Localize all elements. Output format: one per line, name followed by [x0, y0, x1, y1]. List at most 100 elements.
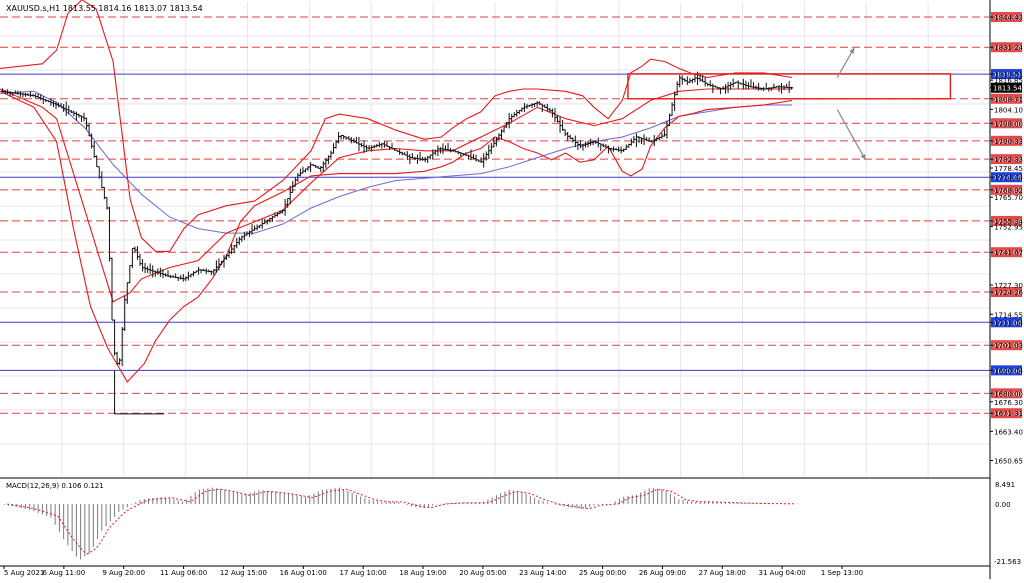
price-tick-label: 1714.55 — [994, 311, 1023, 319]
level-label-background — [991, 365, 1022, 376]
forecast-arrow-down — [836, 109, 867, 161]
level-label: 1774.44 — [993, 174, 1022, 182]
price-tick-label: 1701.03 — [994, 342, 1023, 350]
time-tick-label: 31 Aug 04:00 — [759, 569, 806, 577]
level-label-background — [991, 287, 1022, 298]
level-label-background — [991, 154, 1022, 165]
time-tick-label: 23 Aug 14:00 — [519, 569, 566, 577]
annotations — [627, 47, 952, 161]
price-tick-label: 1790.33 — [994, 138, 1023, 146]
price-tick-label: 1690.04 — [994, 367, 1023, 375]
time-tick-label: 18 Aug 19:00 — [399, 569, 446, 577]
price-tick-label: 1671.31 — [994, 410, 1023, 418]
level-label: 1711.04 — [993, 319, 1022, 327]
level-label: 1808.71 — [993, 96, 1022, 104]
price-tick-label: 1774.44 — [994, 174, 1023, 182]
level-label-background — [991, 135, 1022, 146]
macd-label: MACD(12,26,9) 0.106 0.121 — [6, 482, 104, 490]
price-tick-label: 1804.10 — [994, 106, 1023, 114]
time-tick-label: 16 Aug 01:00 — [280, 569, 327, 577]
horizontal-levels — [0, 16, 990, 414]
level-label: 1741.67 — [993, 249, 1022, 257]
level-label-background — [991, 184, 1022, 195]
price-tick-label: 1808.71 — [994, 96, 1023, 104]
price-tick-label: 1755.34 — [994, 218, 1023, 226]
level-label: 1755.34 — [993, 218, 1022, 226]
macd-scale-mid: 0.00 — [995, 501, 1011, 509]
time-tick-label: 5 Aug 2021 — [4, 569, 44, 577]
price-tick-label: 1819.51 — [994, 71, 1023, 79]
level-label-background — [991, 317, 1022, 328]
level-label: 1680.00 — [993, 390, 1022, 398]
price-tick-label: 1778.45 — [994, 165, 1023, 173]
current-price-background — [991, 82, 1022, 93]
level-label: 1782.33 — [993, 156, 1022, 164]
level-label-background — [991, 340, 1022, 351]
price-tick-label: 1831.24 — [994, 44, 1023, 52]
time-tick-label: 6 Aug 11:00 — [42, 569, 85, 577]
time-tick-label: 9 Aug 20:00 — [102, 569, 145, 577]
level-label-background — [991, 118, 1022, 129]
level-label-background — [991, 408, 1022, 419]
range-box — [627, 73, 952, 100]
level-label-background — [991, 388, 1022, 399]
price-series — [1, 71, 794, 415]
forecast-arrow-down-head — [860, 153, 866, 160]
level-label: 1701.03 — [993, 342, 1022, 350]
time-tick-label: 25 Aug 00:00 — [579, 569, 626, 577]
macd-scale-bottom: -21.563 — [994, 558, 1021, 566]
level-label-background — [991, 93, 1022, 104]
price-axis: 1844.43 1831.24 1819.51 1808.71 1798.00 1790.… — [990, 12, 1023, 465]
symbol-info: XAUUSD.s,H1 1813.55 1814.16 1813.07 1813… — [6, 4, 203, 13]
level-label: 1844.43 — [993, 14, 1022, 22]
price-tick-label: 1724.26 — [994, 289, 1023, 297]
bollinger-upper-band — [0, 0, 793, 252]
macd-signal-line — [7, 488, 797, 555]
price-tick-label: 1676.30 — [994, 399, 1023, 407]
price-tick-label: 1650.65 — [994, 457, 1023, 465]
price-tick-label: 1741.67 — [994, 249, 1023, 257]
forecast-arrow-up — [836, 47, 855, 78]
price-tick-label: 1663.40 — [994, 428, 1023, 436]
level-label: 1819.51 — [993, 71, 1022, 79]
level-label-background — [991, 172, 1022, 183]
level-label-background — [991, 215, 1022, 226]
price-tick-label: 1844.43 — [994, 14, 1023, 22]
current-price-label: 1813.54 — [993, 85, 1022, 93]
price-tick-label: 1765.70 — [994, 194, 1023, 202]
time-tick-label: 1 Sep 13:00 — [821, 569, 863, 577]
price-tick-label: 1680.00 — [994, 390, 1023, 398]
time-tick-label: 20 Aug 05:00 — [459, 569, 506, 577]
time-tick-label: 11 Aug 06:00 — [160, 569, 207, 577]
level-label: 1671.31 — [993, 410, 1022, 418]
level-label-background — [991, 69, 1022, 80]
price-tick-label: 1798.00 — [994, 120, 1023, 128]
level-label-background — [991, 247, 1022, 258]
time-tick-label: 17 Aug 10:00 — [340, 569, 387, 577]
price-tick-label: 1768.92 — [994, 187, 1023, 195]
moving-average-line — [0, 90, 792, 234]
time-tick-label: 12 Aug 15:00 — [220, 569, 267, 577]
bollinger-lower-band — [0, 90, 793, 383]
level-label: 1798.00 — [993, 120, 1022, 128]
price-tick-label: 1727.30 — [994, 282, 1023, 290]
price-tick-label: 1782.33 — [994, 156, 1023, 164]
time-tick-label: 27 Aug 18:00 — [699, 569, 746, 577]
level-label: 1690.04 — [993, 367, 1022, 375]
level-label: 1831.24 — [993, 44, 1022, 52]
level-label: 1724.26 — [993, 289, 1022, 297]
macd-panel — [0, 487, 990, 567]
price-tick-label: 1816.85 — [994, 77, 1023, 85]
price-tick-label: 1752.95 — [994, 223, 1023, 231]
level-label: 1790.33 — [993, 138, 1022, 146]
macd-scale-top: 8.491 — [995, 481, 1015, 489]
time-tick-label: 26 Aug 09:00 — [639, 569, 686, 577]
level-label-background — [991, 12, 1022, 23]
forecast-arrow-up-head — [849, 47, 855, 54]
level-label-background — [991, 42, 1022, 53]
price-tick-label: 1711.04 — [994, 319, 1023, 327]
